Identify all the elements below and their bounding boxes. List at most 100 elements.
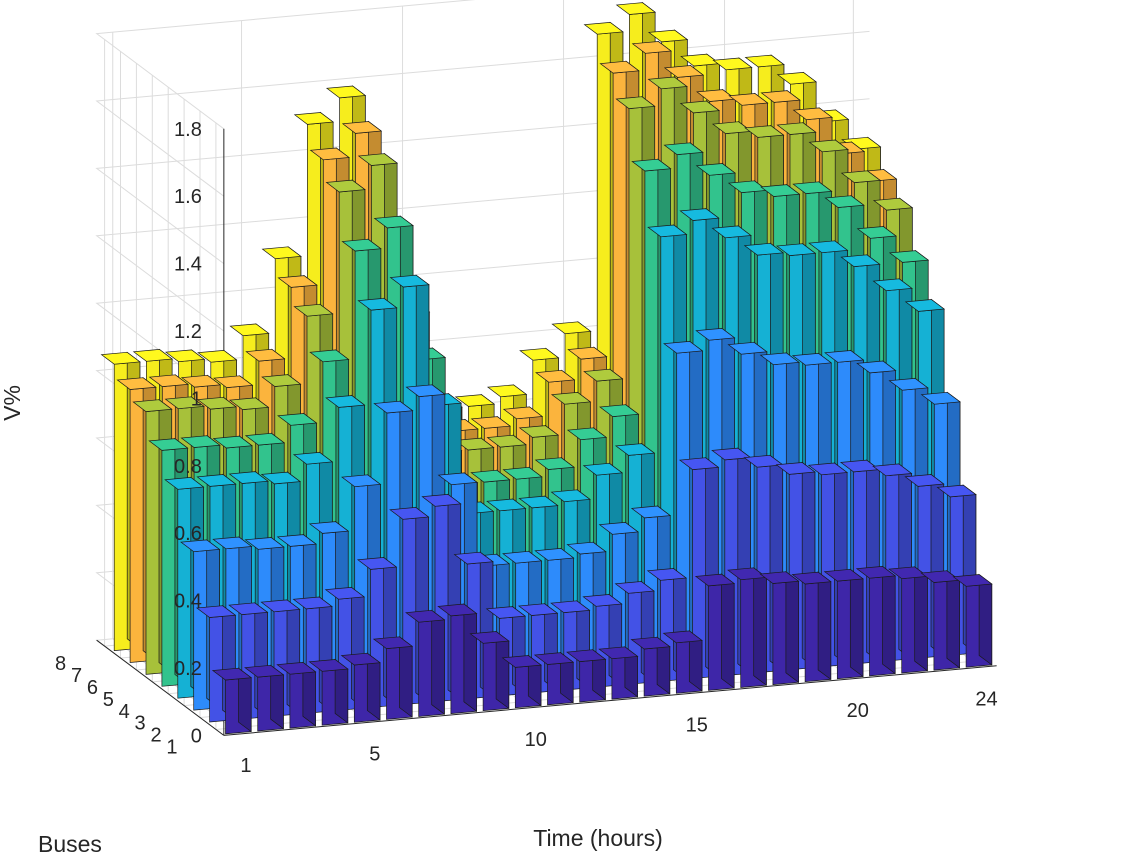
- bar-face-top: [308, 521, 350, 534]
- bar-face-top: [792, 181, 833, 194]
- bar-face-top: [518, 425, 560, 438]
- bar-face-top: [824, 350, 865, 363]
- z-tick-label: 0.8: [174, 456, 202, 478]
- bar-face-top: [309, 147, 350, 161]
- bar: [920, 570, 961, 671]
- bar-face-top: [373, 400, 414, 414]
- bar-face-top: [647, 76, 688, 90]
- bar-face-top: [711, 121, 753, 134]
- z-tick-label: 1.4: [174, 254, 202, 276]
- bar-face-top: [598, 522, 639, 535]
- bar-face-top: [389, 507, 430, 520]
- bar-face-top: [357, 297, 398, 311]
- bar: [694, 573, 736, 691]
- bar-face-top: [277, 275, 318, 288]
- y-tick-label: 7: [71, 665, 82, 687]
- bar-groups: [100, 1, 993, 735]
- bar-face-top: [614, 443, 656, 456]
- bar-face-top: [534, 548, 575, 561]
- bar: [823, 568, 864, 680]
- bar-face-top: [229, 323, 270, 337]
- z-tick-label: 1.8: [174, 119, 202, 141]
- bar-face-top: [470, 416, 511, 429]
- bar: [405, 609, 446, 717]
- bar-face-top: [744, 125, 785, 138]
- bar-face-top: [872, 278, 913, 292]
- bar-face-top: [533, 652, 575, 665]
- bar-face-top: [599, 404, 640, 417]
- bar-face-top: [196, 396, 238, 410]
- bar-face-top: [421, 494, 462, 507]
- x-tick-label: 24: [975, 688, 997, 710]
- bar-face-top: [566, 541, 607, 555]
- bar: [211, 667, 253, 735]
- x-tick-label: 15: [686, 714, 708, 736]
- bar-face-top: [357, 153, 399, 166]
- bar-face-top: [791, 571, 832, 585]
- bar: [662, 630, 703, 694]
- bar-face-top: [228, 602, 269, 615]
- bar-face-top: [196, 474, 237, 487]
- z-tick-label: 0.6: [174, 523, 202, 545]
- bar-face-top: [582, 462, 624, 476]
- bar-face-top: [679, 208, 720, 221]
- bar-face-side: [914, 566, 928, 672]
- bar-face-top: [566, 427, 608, 441]
- bar-face-top: [373, 215, 414, 229]
- bar-face-top: [823, 568, 864, 582]
- bar-face-top: [615, 2, 657, 15]
- bar-face-top: [244, 432, 286, 446]
- bar-face-top: [470, 469, 511, 483]
- bar-face-side: [399, 636, 413, 718]
- y-tick-label: 8: [55, 653, 66, 675]
- bar-face-top: [453, 551, 494, 565]
- bar-face-top: [743, 454, 784, 468]
- bar-face-top: [695, 328, 736, 341]
- x-axis-label: Time (hours): [533, 825, 663, 851]
- bar-face-top: [647, 224, 688, 238]
- bar-face-top: [437, 603, 478, 617]
- bar: [501, 654, 542, 709]
- bar-face-side: [882, 565, 896, 675]
- bar-face-top: [727, 180, 769, 193]
- bar-series-bus-1: [211, 565, 993, 735]
- bar-face-top: [324, 587, 366, 600]
- bar-face-top: [405, 609, 446, 623]
- axis-line: [223, 665, 997, 736]
- bar-face-top: [180, 435, 221, 448]
- bar-face-top: [728, 93, 769, 106]
- bar-face-top: [792, 107, 833, 121]
- bar-face-top: [776, 122, 817, 135]
- bar-face-top: [164, 477, 205, 490]
- bar-face-top: [502, 550, 543, 564]
- bar-face-top: [711, 447, 752, 461]
- bar-face-top: [647, 29, 689, 43]
- y-tick-label: 4: [119, 701, 130, 723]
- bar-face-top: [760, 184, 801, 197]
- bar-face-side: [978, 573, 993, 666]
- bar-face-top: [261, 374, 302, 387]
- bar-face-top: [308, 659, 349, 672]
- bar-face-top: [164, 349, 206, 363]
- bar-face-top: [775, 243, 817, 256]
- bar-face-top: [904, 299, 946, 312]
- y-tick-label: 6: [87, 677, 98, 699]
- y-axis-label: Buses: [38, 831, 102, 854]
- bar-face-top: [132, 399, 173, 412]
- bar-face-top: [630, 505, 672, 519]
- bar-face-side: [463, 603, 477, 712]
- bar-face-top: [759, 571, 800, 584]
- bar-face-top: [583, 368, 624, 382]
- bar-face-top: [132, 349, 174, 362]
- bar-face-top: [325, 395, 366, 408]
- bar-face-top: [888, 250, 930, 263]
- bar-face-top: [663, 142, 704, 155]
- bar-face-top: [180, 539, 221, 553]
- bar-face-top: [293, 112, 335, 125]
- bar-face-top: [808, 240, 849, 254]
- bar-face-top: [904, 474, 945, 487]
- bar-face-top: [292, 452, 334, 465]
- bar-face-top: [663, 341, 704, 354]
- bar-face-top: [840, 170, 882, 183]
